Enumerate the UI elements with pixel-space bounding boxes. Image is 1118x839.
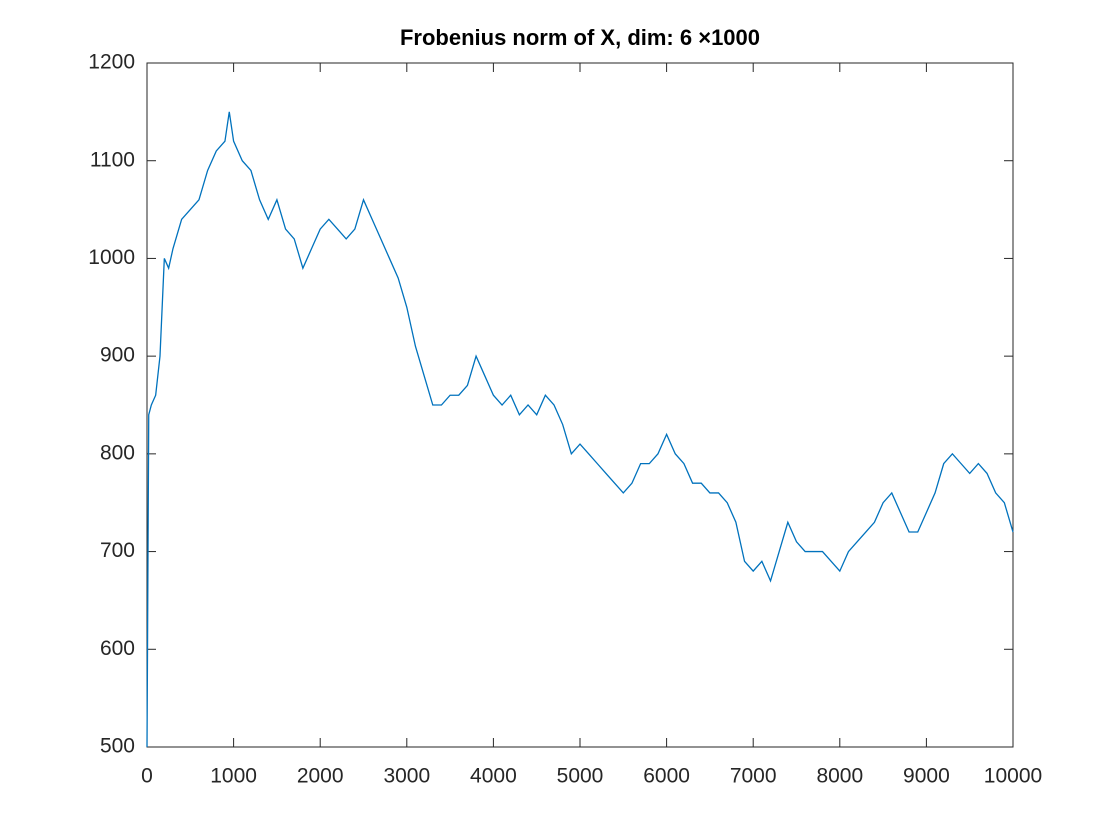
y-tick-label: 700 [100, 539, 135, 562]
x-tick-label: 3000 [383, 765, 430, 788]
y-tick-label: 1000 [88, 246, 135, 269]
x-tick-label: 7000 [730, 765, 777, 788]
y-tick-label: 500 [100, 735, 135, 758]
chart-title: Frobenius norm of X, dim: 6 ×1000 [400, 25, 760, 50]
y-tick-label: 1200 [88, 51, 135, 74]
y-tick-label: 900 [100, 344, 135, 367]
x-tick-label: 6000 [643, 765, 690, 788]
data-line [146, 111, 1014, 748]
axes-box [146, 62, 1014, 748]
x-tick-label: 2000 [297, 765, 344, 788]
x-tick-label: 4000 [470, 765, 517, 788]
x-tick-label: 1000 [210, 765, 257, 788]
y-tick-label: 1100 [90, 148, 135, 171]
x-tick-label: 10000 [984, 765, 1042, 788]
x-tick-label: 8000 [816, 765, 863, 788]
x-tick-label: 5000 [557, 765, 604, 788]
x-tick-label: 0 [141, 765, 153, 788]
x-tick-label: 9000 [903, 765, 950, 788]
y-tick-label: 600 [100, 637, 135, 660]
y-tick-label: 800 [100, 441, 135, 464]
